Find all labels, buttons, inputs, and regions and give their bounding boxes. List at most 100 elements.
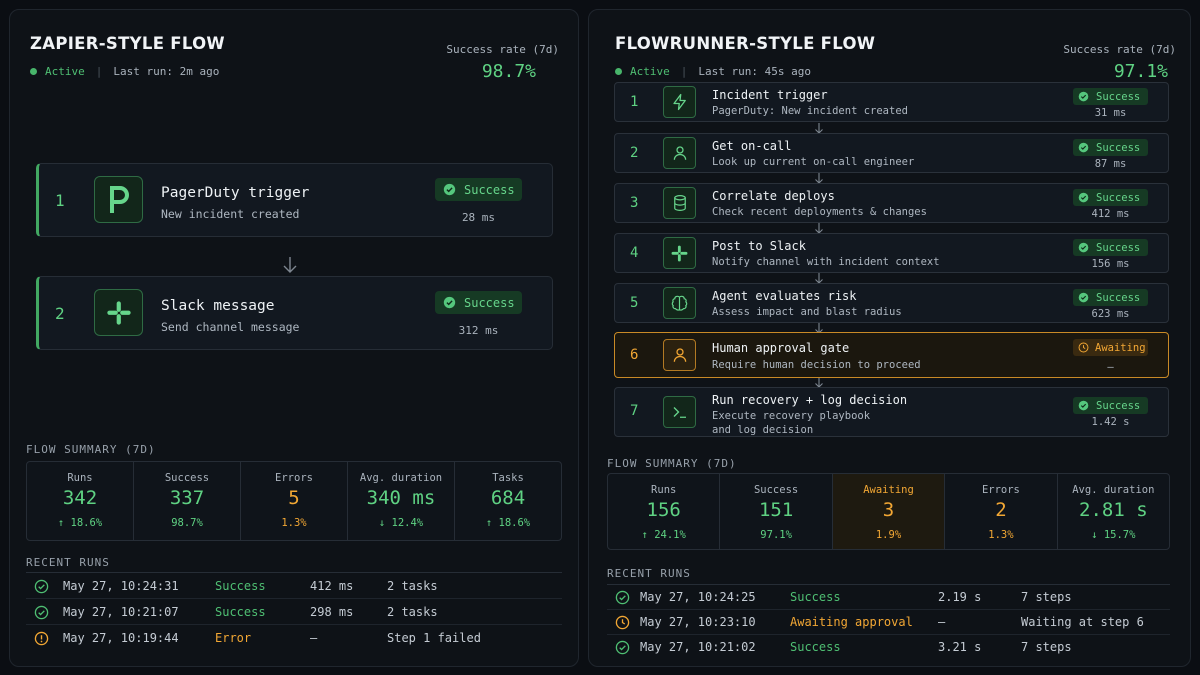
slack-icon xyxy=(94,289,143,336)
success-badge: Success xyxy=(1073,139,1148,156)
success-check-icon xyxy=(615,590,630,605)
run-row[interactable]: May 27, 10:21:07 Success 298 ms 2 tasks xyxy=(26,599,562,625)
step-duration: 28 ms xyxy=(461,211,496,224)
success-badge: Success xyxy=(435,291,522,314)
flow-step-3[interactable]: 3 Correlate deploys Check recent deploym… xyxy=(614,183,1169,223)
clock-icon xyxy=(1078,342,1089,353)
recent-runs-heading: RECENT RUNS xyxy=(26,556,110,569)
metric-label: Runs xyxy=(651,484,677,496)
step-description: Require human decision to proceed xyxy=(712,359,921,371)
flow-step-4[interactable]: 4 Post to Slack Notify channel with inci… xyxy=(614,233,1169,273)
step-description-line: and log decision xyxy=(712,424,814,436)
success-check-icon xyxy=(34,579,49,594)
summary-errors: Errors 5 1.3% xyxy=(241,462,348,540)
run-row[interactable]: May 27, 10:24:25 Success 2.19 s 7 steps xyxy=(607,585,1170,610)
user-icon xyxy=(663,137,696,169)
run-time: May 27, 10:24:31 xyxy=(63,579,179,593)
flow-step-5[interactable]: 5 Agent evaluates risk Assess impact and… xyxy=(614,283,1169,323)
metric-value: 5 xyxy=(288,487,300,509)
run-status: Success xyxy=(215,579,266,593)
panel-title: FLOWRUNNER-STYLE FLOW xyxy=(615,34,876,53)
flow-step-1[interactable]: 1 Incident trigger PagerDuty: New incide… xyxy=(614,82,1169,122)
brain-icon xyxy=(663,287,696,319)
check-icon xyxy=(1078,242,1089,253)
badge-label: Success xyxy=(1096,291,1141,304)
status-active: Active xyxy=(45,65,85,78)
step-description: Assess impact and blast radius xyxy=(712,306,902,318)
last-run: Last run: 45s ago xyxy=(698,65,811,78)
step-name: Correlate deploys xyxy=(712,189,835,203)
step-number: 4 xyxy=(630,245,639,261)
run-row[interactable]: May 27, 10:19:44 Error – Step 1 failed xyxy=(26,625,562,651)
badge-label: Success xyxy=(1096,141,1141,154)
flow-step-1[interactable]: 1 PagerDuty trigger New incident created… xyxy=(36,163,553,237)
step-name: Human approval gate xyxy=(712,341,850,355)
metric-change: 98.7% xyxy=(171,517,203,529)
badge-label: Success xyxy=(1096,90,1141,103)
metric-change: ↑ 24.1% xyxy=(641,529,686,541)
flow-step-6[interactable]: 6 Human approval gate Require human deci… xyxy=(614,332,1169,378)
recent-runs-list: May 27, 10:24:31 Success 412 ms 2 tasks … xyxy=(26,572,562,651)
success-badge: Success xyxy=(1073,289,1148,306)
run-row[interactable]: May 27, 10:21:02 Success 3.21 s 7 steps xyxy=(607,635,1170,660)
run-duration: – xyxy=(938,615,946,629)
step-number: 3 xyxy=(630,195,639,211)
metric-label: Avg. duration xyxy=(1072,484,1155,496)
metric-value: 337 xyxy=(169,487,205,509)
step-duration: 87 ms xyxy=(1094,158,1127,170)
run-detail: Step 1 failed xyxy=(387,631,481,645)
check-icon xyxy=(443,296,456,309)
metric-change: ↑ 18.6% xyxy=(485,517,531,529)
summary-runs: Runs 156 ↑ 24.1% xyxy=(608,474,721,549)
flow-step-2[interactable]: 2 Slack message Send channel message Suc… xyxy=(36,276,553,350)
flow-step-2[interactable]: 2 Get on-call Look up current on-call en… xyxy=(614,133,1169,173)
run-detail: 2 tasks xyxy=(387,605,438,619)
step-number: 6 xyxy=(630,347,639,363)
user-icon xyxy=(663,339,696,371)
run-detail: 7 steps xyxy=(1021,640,1072,654)
step-duration: 31 ms xyxy=(1094,107,1127,119)
flow-status: Active | Last run: 2m ago xyxy=(30,65,219,78)
run-duration: 412 ms xyxy=(310,579,354,593)
check-icon xyxy=(1078,292,1089,303)
success-badge: Success xyxy=(435,178,522,201)
metric-label: Awaiting xyxy=(863,484,914,496)
run-detail: 2 tasks xyxy=(387,579,438,593)
metric-label: Success xyxy=(753,484,799,496)
step-description: Notify channel with incident context xyxy=(712,256,940,268)
success-badge: Success xyxy=(1073,189,1148,206)
run-status: Success xyxy=(790,590,841,604)
metric-label: Success xyxy=(164,472,210,484)
flow-status: Active | Last run: 45s ago xyxy=(615,65,811,78)
step-duration: 156 ms xyxy=(1091,258,1130,270)
run-status: Success xyxy=(790,640,841,654)
metric-change: 1.3% xyxy=(281,517,307,529)
flow-step-7[interactable]: 7 Run recovery + log decision Execute re… xyxy=(614,387,1169,437)
success-check-icon xyxy=(34,605,49,620)
metric-value: 684 xyxy=(490,487,526,509)
metric-label: Runs xyxy=(67,472,93,484)
metric-label: Tasks xyxy=(492,472,524,484)
step-description: PagerDuty: New incident created xyxy=(712,105,908,117)
run-row[interactable]: May 27, 10:23:10 Awaiting approval – Wai… xyxy=(607,610,1170,635)
run-row[interactable]: May 27, 10:24:31 Success 412 ms 2 tasks xyxy=(26,573,562,599)
metric-value: 2.81 s xyxy=(1079,499,1148,521)
metric-value: 156 xyxy=(646,499,681,521)
run-time: May 27, 10:23:10 xyxy=(640,615,756,629)
step-duration: 623 ms xyxy=(1091,308,1130,320)
metric-change: ↓ 15.7% xyxy=(1091,529,1136,541)
run-duration: – xyxy=(310,631,318,645)
run-time: May 27, 10:21:07 xyxy=(63,605,179,619)
summary-runs: Runs 342 ↑ 18.6% xyxy=(27,462,134,540)
summary-heading: FLOW SUMMARY (7D) xyxy=(607,457,737,470)
success-rate-label: Success rate (7d) xyxy=(1063,43,1176,56)
pagerduty-icon xyxy=(94,176,143,223)
summary-errors: Errors 2 1.3% xyxy=(945,474,1058,549)
flow-summary: Runs 156 ↑ 24.1% Success 151 97.1% Await… xyxy=(607,473,1170,550)
badge-label: Success xyxy=(464,182,515,197)
flow-summary: Runs 342 ↑ 18.6% Success 337 98.7% Error… xyxy=(26,461,562,541)
run-duration: 298 ms xyxy=(310,605,354,619)
run-duration: 3.21 s xyxy=(938,640,982,654)
zapier-flow-panel: ZAPIER-STYLE FLOW Active | Last run: 2m … xyxy=(9,9,579,667)
metric-change: 97.1% xyxy=(760,529,792,541)
